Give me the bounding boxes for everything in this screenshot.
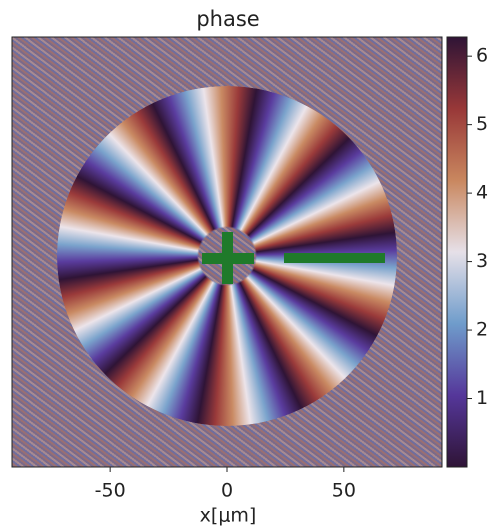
x-tick-label: -50 xyxy=(95,480,126,502)
x-axis-label: x[μm] xyxy=(200,505,257,527)
marker-plus-v xyxy=(222,232,233,284)
colorbar-tick-label: 1 xyxy=(476,387,488,409)
colorbar-tick-label: 5 xyxy=(476,113,488,135)
x-tick-label: 50 xyxy=(332,480,356,502)
chart-title: phase xyxy=(196,7,259,31)
colorbar-tick-label: 4 xyxy=(476,182,488,204)
marker-dash xyxy=(284,253,385,263)
x-tick-label: 0 xyxy=(221,480,233,502)
colorbar-tick-label: 3 xyxy=(476,250,488,272)
colorbar xyxy=(446,36,468,468)
colorbar-tick-label: 2 xyxy=(476,319,488,341)
colorbar-tick-label: 6 xyxy=(476,45,488,67)
